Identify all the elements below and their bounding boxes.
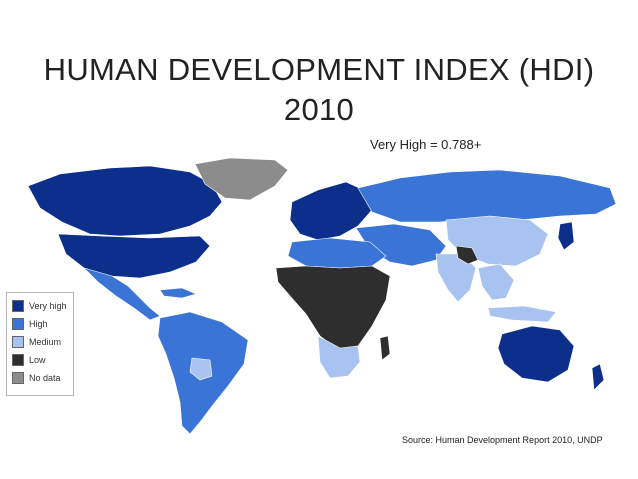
legend-label: Low xyxy=(29,355,46,365)
region-pakistan xyxy=(455,245,479,265)
region-new-zealand xyxy=(591,363,605,391)
very-high-threshold-note: Very High = 0.788+ xyxy=(370,137,482,152)
title-line-2: 2010 xyxy=(283,92,355,127)
region-sub-saharan-africa xyxy=(275,265,391,351)
legend-label: No data xyxy=(29,373,61,383)
map-legend: Very high High Medium Low No data xyxy=(6,292,74,396)
region-mexico-central-america xyxy=(82,267,161,321)
region-australia xyxy=(497,325,575,383)
source-note: Source: Human Development Report 2010, U… xyxy=(402,435,603,445)
region-southern-africa xyxy=(317,335,361,379)
region-europe xyxy=(289,181,373,241)
legend-item: No data xyxy=(7,369,73,387)
world-map xyxy=(0,150,638,440)
legend-item: Very high xyxy=(7,297,73,315)
region-greenland xyxy=(194,157,289,201)
region-japan xyxy=(557,221,575,251)
region-canada xyxy=(27,165,223,237)
slide-title: HUMAN DEVELOPMENT INDEX (HDI) 2010 xyxy=(0,50,638,130)
legend-item: High xyxy=(7,315,73,333)
legend-label: High xyxy=(29,319,48,329)
region-caribbean xyxy=(159,287,197,299)
region-usa xyxy=(57,233,211,279)
legend-label: Very high xyxy=(29,301,67,311)
region-madagascar xyxy=(379,335,391,361)
legend-swatch xyxy=(12,300,24,312)
region-indonesia xyxy=(487,305,557,323)
legend-item: Low xyxy=(7,351,73,369)
region-russia xyxy=(357,169,617,223)
legend-label: Medium xyxy=(29,337,62,347)
region-southeast-asia xyxy=(477,263,515,301)
title-line-1: HUMAN DEVELOPMENT INDEX (HDI) xyxy=(43,52,595,87)
legend-item: Medium xyxy=(7,333,73,351)
legend-swatch xyxy=(12,354,24,366)
legend-swatch xyxy=(12,336,24,348)
region-bolivia xyxy=(189,357,213,381)
legend-swatch xyxy=(12,318,24,330)
legend-swatch xyxy=(12,372,24,384)
